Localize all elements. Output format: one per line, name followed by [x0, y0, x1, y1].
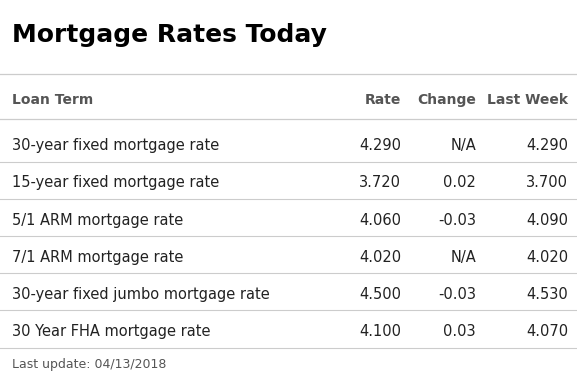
- Text: 30-year fixed mortgage rate: 30-year fixed mortgage rate: [12, 138, 219, 153]
- Text: -0.03: -0.03: [438, 287, 476, 302]
- Text: 4.020: 4.020: [359, 250, 401, 265]
- Text: 4.070: 4.070: [526, 324, 568, 339]
- Text: 5/1 ARM mortgage rate: 5/1 ARM mortgage rate: [12, 213, 183, 228]
- Text: 30-year fixed jumbo mortgage rate: 30-year fixed jumbo mortgage rate: [12, 287, 269, 302]
- Text: 15-year fixed mortgage rate: 15-year fixed mortgage rate: [12, 175, 219, 191]
- Text: Loan Term: Loan Term: [12, 93, 93, 107]
- Text: Change: Change: [417, 93, 476, 107]
- Text: 30 Year FHA mortgage rate: 30 Year FHA mortgage rate: [12, 324, 210, 339]
- Text: 4.060: 4.060: [359, 213, 401, 228]
- Text: 4.290: 4.290: [526, 138, 568, 153]
- Text: 4.020: 4.020: [526, 250, 568, 265]
- Text: N/A: N/A: [450, 250, 476, 265]
- Text: 4.100: 4.100: [359, 324, 401, 339]
- Text: 0.03: 0.03: [443, 324, 476, 339]
- Text: 4.500: 4.500: [359, 287, 401, 302]
- Text: -0.03: -0.03: [438, 213, 476, 228]
- Text: 3.700: 3.700: [526, 175, 568, 191]
- Text: Mortgage Rates Today: Mortgage Rates Today: [12, 23, 327, 47]
- Text: 3.720: 3.720: [359, 175, 401, 191]
- Text: 4.530: 4.530: [527, 287, 568, 302]
- Text: N/A: N/A: [450, 138, 476, 153]
- Text: 7/1 ARM mortgage rate: 7/1 ARM mortgage rate: [12, 250, 183, 265]
- Text: 4.290: 4.290: [359, 138, 401, 153]
- Text: 0.02: 0.02: [443, 175, 476, 191]
- Text: 4.090: 4.090: [526, 213, 568, 228]
- Text: Last Week: Last Week: [488, 93, 568, 107]
- Text: Last update: 04/13/2018: Last update: 04/13/2018: [12, 359, 166, 371]
- Text: Rate: Rate: [365, 93, 401, 107]
